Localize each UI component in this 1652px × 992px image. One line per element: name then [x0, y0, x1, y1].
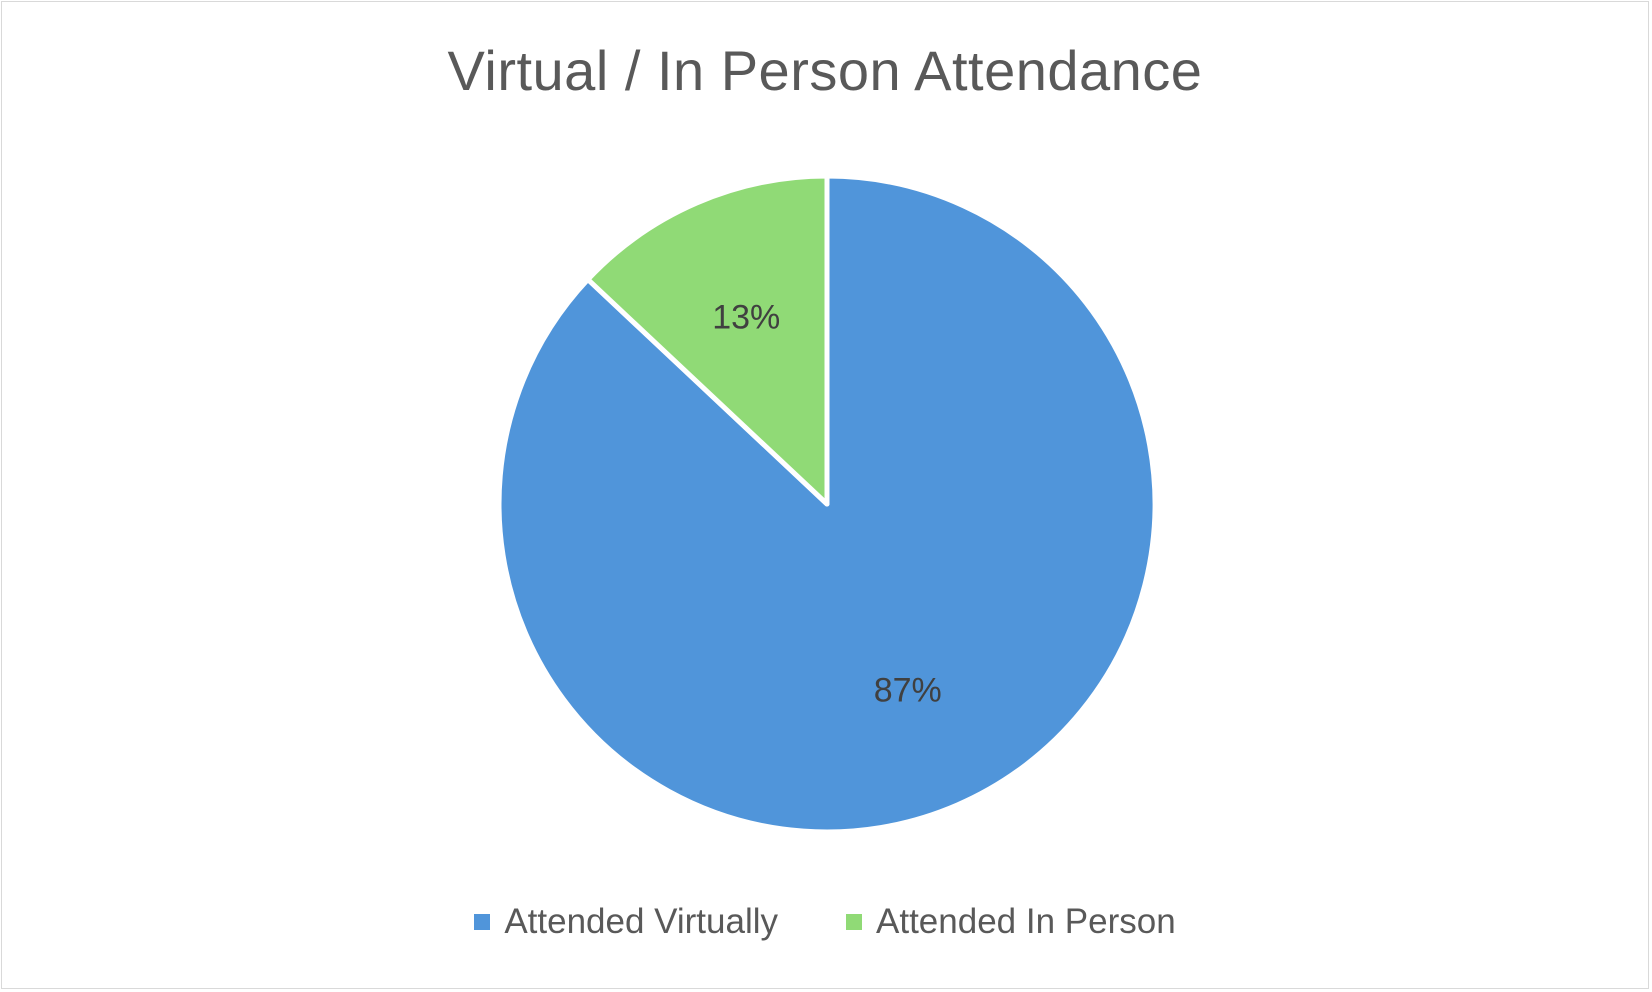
legend-label-virtual: Attended Virtually — [504, 902, 779, 941]
legend-swatch-virtual — [474, 914, 491, 930]
slice-label-virtual: 87% — [874, 672, 942, 710]
slice-label-in-person: 13% — [712, 298, 780, 336]
legend-item-virtual: Attended Virtually — [474, 902, 778, 942]
legend-item-in-person: Attended In Person — [846, 902, 1176, 942]
slice-in-person — [585, 173, 830, 507]
legend-label-in-person: Attended In Person — [876, 902, 1176, 941]
legend-swatch-in-person — [846, 914, 863, 930]
chart-title: Virtual / In Person Attendance — [447, 39, 1203, 102]
legend: Attended Virtually Attended In Person — [2, 902, 1648, 942]
